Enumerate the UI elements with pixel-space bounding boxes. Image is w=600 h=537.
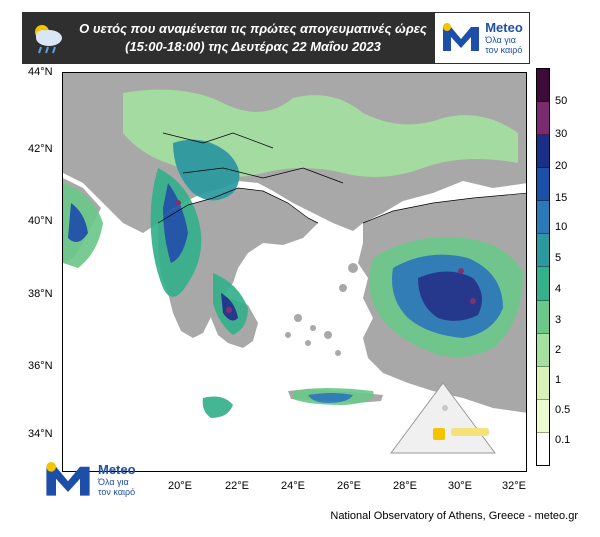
colorbar-label-0-1: 0.1 (555, 434, 571, 446)
meteo-m-icon (443, 23, 480, 51)
logo-name: Meteo (485, 20, 523, 35)
colorbar-label-20: 20 (555, 160, 568, 172)
meteo-m-icon (46, 462, 90, 496)
precipitation-overlay (63, 89, 523, 418)
island (305, 340, 311, 346)
inset-warning-triangle (390, 382, 496, 454)
colorbar-label-30: 30 (555, 128, 568, 140)
title-line-1: Ο υετός που αναμένεται τις πρώτες απογευ… (79, 21, 427, 36)
map-svg (63, 73, 526, 454)
lon-label-24: 24°E (281, 480, 305, 492)
lat-label-44: 44°N (28, 66, 53, 78)
colorbar-step (537, 135, 549, 169)
colorbar-step (537, 333, 549, 367)
logo-slogan-2: τον καιρό (485, 45, 523, 55)
precipitation-colorbar (536, 68, 550, 466)
meteo-logo-top: Meteo Όλα για τον καιρό (434, 12, 530, 64)
logo-slogan-1: Όλα για (98, 477, 129, 487)
colorbar-label-2: 2 (555, 344, 562, 356)
island (324, 331, 332, 339)
weather-icon-box (22, 12, 72, 64)
header-banner: Ο υετός που αναμένεται τις πρώτες απογευ… (22, 12, 530, 64)
island (285, 332, 291, 338)
lat-label-34: 34°N (28, 428, 53, 440)
colorbar-step (537, 300, 549, 334)
lon-label-28: 28°E (393, 480, 417, 492)
colorbar-label-3: 3 (555, 314, 562, 326)
lat-label-42: 42°N (28, 143, 53, 155)
island (335, 350, 341, 356)
colorbar-step (537, 69, 549, 103)
colorbar-label-15: 15 (555, 192, 568, 204)
colorbar-step (537, 366, 549, 400)
credit-text: National Observatory of Athens, Greece -… (330, 510, 578, 522)
colorbar-step (537, 234, 549, 268)
island (339, 284, 347, 292)
lon-label-22: 22°E (225, 480, 249, 492)
colorbar-label-10: 10 (555, 221, 568, 233)
lat-label-38: 38°N (28, 288, 53, 300)
colorbar-step (537, 267, 549, 301)
lon-label-26: 26°E (337, 480, 361, 492)
lon-label-32: 32°E (502, 480, 526, 492)
lon-label-30: 30°E (448, 480, 472, 492)
colorbar-step (537, 432, 549, 465)
lat-label-40: 40°N (28, 215, 53, 227)
colorbar-label-1: 1 (555, 374, 562, 386)
colorbar-label-0-5: 0.5 (555, 404, 571, 416)
colorbar-label-4: 4 (555, 283, 562, 295)
colorbar-step (537, 201, 549, 235)
colorbar-label-5: 5 (555, 252, 562, 264)
meteo-logo-bottom: Meteo Όλα για τον καιρό (42, 462, 136, 498)
precipitation-map (62, 72, 527, 472)
colorbar-step (537, 168, 549, 202)
colorbar-label-50: 50 (555, 95, 568, 107)
title-line-2: (15:00-18:00) της Δευτέρας 22 Μαΐου 2023 (125, 39, 381, 54)
lon-label-20: 20°E (168, 480, 192, 492)
island (310, 325, 316, 331)
colorbar-step (537, 102, 549, 136)
colorbar-step (537, 399, 549, 433)
rain-cloud-icon (35, 25, 62, 54)
logo-slogan-1: Όλα για (485, 35, 516, 45)
island (294, 314, 302, 322)
logo-name: Meteo (98, 462, 136, 477)
map-title: Ο υετός που αναμένεται τις πρώτες απογευ… (72, 12, 434, 64)
logo-slogan-2: τον καιρό (98, 487, 136, 497)
country-borders (157, 132, 526, 224)
island (348, 263, 358, 273)
lat-label-36: 36°N (28, 360, 53, 372)
